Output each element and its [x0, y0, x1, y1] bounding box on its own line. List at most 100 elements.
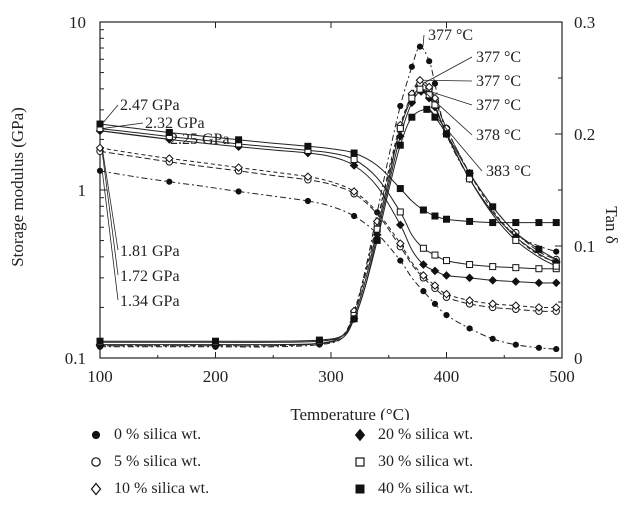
tan-delta-point — [408, 94, 416, 102]
filled-circle-icon — [88, 427, 104, 443]
y-right-tick-label: 0.2 — [574, 125, 595, 144]
legend-item-0pct: 0 % silica wt. — [88, 426, 201, 444]
legend-label: 10 % silica wt. — [114, 480, 210, 497]
modulus-point — [396, 208, 404, 216]
modulus-point — [351, 212, 358, 220]
y-left-tick-label: 1 — [78, 181, 87, 200]
peak-leader-line — [422, 88, 473, 106]
modulus-point — [303, 172, 313, 182]
gpa-leader-line — [101, 104, 119, 125]
peak-leader-line — [422, 56, 473, 84]
peak-leader-line — [423, 91, 473, 136]
modulus-point — [551, 278, 561, 288]
open-circle-icon — [88, 454, 104, 470]
peak-leader-line — [422, 34, 425, 47]
tan-delta-point — [397, 102, 404, 110]
tan-delta-point — [535, 245, 543, 253]
peak-leader-line — [429, 109, 483, 172]
modulus-point — [535, 219, 543, 227]
open-diamond-icon — [88, 481, 104, 497]
y-right-tick-label: 0 — [574, 349, 583, 368]
tan-delta-point — [423, 105, 431, 113]
modulus-point — [535, 344, 543, 351]
y-left-tick-label: 0.1 — [65, 349, 86, 368]
modulus-point — [164, 154, 174, 163]
gpa-annotation: 2.32 GPa — [145, 115, 205, 132]
modulus-point — [235, 136, 243, 144]
x-axis-label: Temperature (°C) — [290, 405, 409, 420]
tan-delta-point — [426, 58, 433, 65]
open-square-icon — [352, 454, 368, 470]
modulus-point — [512, 264, 520, 272]
tan-delta-point — [212, 337, 219, 345]
legend-label: 20 % silica wt. — [378, 426, 474, 443]
modulus-point — [465, 273, 474, 283]
modulus-point — [465, 296, 474, 305]
y-right-axis-label: Tan δ — [602, 206, 620, 244]
modulus-point — [397, 257, 404, 264]
modulus-point — [431, 251, 439, 259]
legend-label: 5 % silica wt. — [114, 453, 202, 470]
tan-delta-point — [431, 101, 439, 109]
tan-delta-point — [425, 91, 433, 99]
modulus-point — [165, 128, 173, 136]
series-layer — [95, 43, 561, 353]
modulus-point — [350, 149, 358, 157]
modulus-point — [489, 335, 496, 342]
axis-labels-layer: Temperature (°C) Storage modulus (GPa) T… — [8, 107, 620, 420]
modulus-point — [396, 185, 404, 193]
modulus-point — [395, 220, 405, 230]
tan-delta-point — [552, 262, 560, 270]
modulus-point — [488, 276, 498, 285]
modulus-point — [234, 163, 243, 172]
modulus-point — [552, 219, 560, 227]
tan-delta-point — [350, 315, 358, 323]
modulus-point — [349, 161, 359, 170]
modulus-point — [430, 266, 440, 276]
modulus-point — [430, 281, 440, 290]
modulus-point — [489, 263, 497, 271]
y-left-tick-label: 10 — [69, 13, 86, 32]
gpa-leader-line — [101, 150, 119, 276]
modulus-point — [96, 120, 104, 128]
modulus-point — [431, 300, 439, 307]
legend: 0 % silica wt. 5 % silica wt. 10 % silic… — [0, 420, 620, 516]
legend-label: 40 % silica wt. — [378, 480, 474, 497]
legend-item-40pct: 40 % silica wt. — [352, 480, 473, 498]
legend-item-5pct: 5 % silica wt. — [88, 453, 201, 471]
gpa-annotation: 1.34 GPa — [120, 293, 180, 310]
modulus-point — [511, 301, 521, 310]
modulus-point — [443, 215, 450, 223]
gpa-leader-line — [101, 146, 119, 251]
x-tick-label: 300 — [318, 367, 344, 386]
modulus-point — [511, 277, 521, 286]
tan-delta-point — [416, 85, 424, 93]
peak-annotation: 377 °C — [428, 27, 473, 44]
legend-item-10pct: 10 % silica wt. — [88, 480, 209, 498]
y-left-axis-label: Storage modulus (GPa) — [8, 107, 27, 267]
tan-delta-point — [424, 82, 434, 92]
legend-label: 0 % silica wt. — [114, 426, 202, 443]
x-tick-label: 400 — [434, 367, 460, 386]
modulus-point — [235, 188, 242, 195]
tan-delta-point — [396, 124, 404, 132]
gpa-leader-line — [101, 122, 144, 129]
tan-delta-point — [373, 236, 381, 244]
modulus-point — [488, 299, 498, 309]
modulus-point — [304, 142, 312, 150]
modulus-point — [551, 303, 561, 312]
gpa-annotation: 2.25 GPa — [170, 131, 230, 148]
modulus-point — [534, 303, 544, 312]
tan-delta-point — [408, 63, 415, 70]
y-right-tick-label: 0.1 — [574, 237, 595, 256]
tan-delta-point — [96, 337, 104, 345]
modulus-point — [512, 341, 519, 348]
tan-delta-point — [431, 80, 439, 87]
modulus-point — [553, 345, 560, 353]
tan-delta-point — [416, 43, 424, 50]
tan-delta-point — [396, 141, 404, 149]
modulus-point — [419, 260, 428, 269]
y-right-tick-label: 0.3 — [574, 13, 595, 32]
legend-label: 30 % silica wt. — [378, 453, 474, 470]
